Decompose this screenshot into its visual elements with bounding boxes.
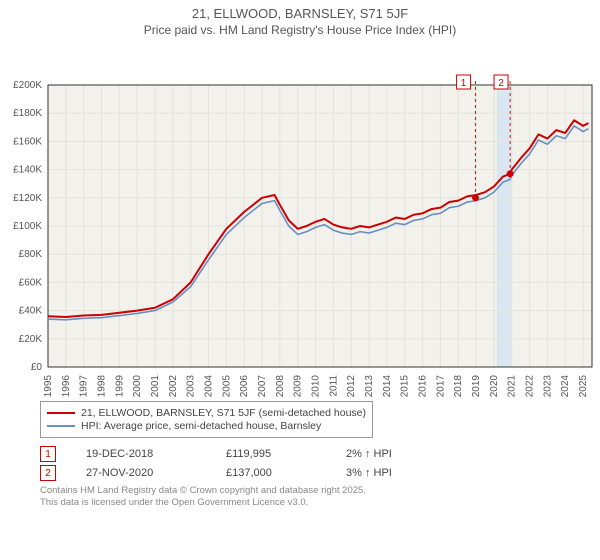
svg-text:2021: 2021 — [507, 375, 518, 397]
legend-row: HPI: Average price, semi-detached house,… — [47, 420, 366, 432]
svg-text:2025: 2025 — [578, 375, 589, 397]
svg-text:1999: 1999 — [114, 375, 125, 397]
sale-diff: 2% ↑ HPI — [346, 448, 436, 460]
svg-text:1: 1 — [461, 78, 467, 89]
svg-text:2000: 2000 — [132, 375, 143, 397]
svg-text:2: 2 — [498, 78, 504, 89]
svg-text:2016: 2016 — [418, 375, 429, 397]
title-line2: Price paid vs. HM Land Registry's House … — [0, 23, 600, 37]
svg-text:2001: 2001 — [150, 375, 161, 397]
sale-date: 19-DEC-2018 — [86, 448, 196, 460]
svg-text:1997: 1997 — [79, 375, 90, 397]
svg-text:2011: 2011 — [328, 375, 339, 397]
svg-text:2012: 2012 — [346, 375, 357, 397]
attribution-line1: Contains HM Land Registry data © Crown c… — [40, 485, 590, 497]
svg-text:2019: 2019 — [471, 375, 482, 397]
sale-date: 27-NOV-2020 — [86, 467, 196, 479]
legend-label: HPI: Average price, semi-detached house,… — [81, 420, 321, 432]
svg-text:£100K: £100K — [13, 221, 42, 232]
svg-text:2024: 2024 — [560, 375, 571, 397]
svg-text:1996: 1996 — [61, 375, 72, 397]
svg-text:£120K: £120K — [13, 193, 42, 204]
svg-text:2022: 2022 — [525, 375, 536, 397]
svg-text:2014: 2014 — [382, 375, 393, 397]
attribution-line2: This data is licensed under the Open Gov… — [40, 497, 590, 509]
svg-text:£200K: £200K — [13, 80, 42, 91]
attribution: Contains HM Land Registry data © Crown c… — [40, 485, 590, 510]
svg-text:2004: 2004 — [204, 375, 215, 397]
svg-text:2010: 2010 — [311, 375, 322, 397]
svg-text:1998: 1998 — [97, 375, 108, 397]
legend-row: 21, ELLWOOD, BARNSLEY, S71 5JF (semi-det… — [47, 407, 366, 419]
svg-text:2017: 2017 — [435, 375, 446, 397]
sale-price: £137,000 — [226, 467, 316, 479]
sale-price: £119,995 — [226, 448, 316, 460]
sale-row: 1 19-DEC-2018 £119,995 2% ↑ HPI — [40, 446, 590, 462]
legend: 21, ELLWOOD, BARNSLEY, S71 5JF (semi-det… — [40, 401, 373, 438]
line-chart: £0 £20K £40K £60K £80K £100K £120K £140K £160K £1… — [0, 37, 600, 397]
sales-table: 1 19-DEC-2018 £119,995 2% ↑ HPI 2 27-NOV… — [40, 446, 590, 481]
sale-marker-icon: 2 — [40, 465, 56, 481]
legend-swatch — [47, 425, 75, 427]
sale-marker-icon: 1 — [40, 446, 56, 462]
svg-text:2006: 2006 — [239, 375, 250, 397]
svg-text:£0: £0 — [31, 362, 43, 373]
sale-diff: 3% ↑ HPI — [346, 467, 436, 479]
chart-container: 21, ELLWOOD, BARNSLEY, S71 5JF Price pai… — [0, 0, 600, 510]
svg-text:2023: 2023 — [542, 375, 553, 397]
svg-text:£140K: £140K — [13, 165, 42, 176]
title-line1: 21, ELLWOOD, BARNSLEY, S71 5JF — [0, 6, 600, 21]
svg-text:2020: 2020 — [489, 375, 500, 397]
svg-text:£160K: £160K — [13, 136, 42, 147]
chart-titles: 21, ELLWOOD, BARNSLEY, S71 5JF Price pai… — [0, 0, 600, 37]
svg-text:£180K: £180K — [13, 108, 42, 119]
svg-text:2003: 2003 — [186, 375, 197, 397]
svg-text:2009: 2009 — [293, 375, 304, 397]
legend-label: 21, ELLWOOD, BARNSLEY, S71 5JF (semi-det… — [81, 407, 366, 419]
sale-row: 2 27-NOV-2020 £137,000 3% ↑ HPI — [40, 465, 590, 481]
svg-text:1995: 1995 — [43, 375, 54, 397]
svg-text:2007: 2007 — [257, 375, 268, 397]
svg-text:2013: 2013 — [364, 375, 375, 397]
svg-text:2018: 2018 — [453, 375, 464, 397]
svg-text:2005: 2005 — [221, 375, 232, 397]
svg-text:£40K: £40K — [19, 306, 43, 317]
legend-swatch — [47, 412, 75, 414]
svg-text:2002: 2002 — [168, 375, 179, 397]
svg-text:2015: 2015 — [400, 375, 411, 397]
svg-text:2008: 2008 — [275, 375, 286, 397]
svg-text:£80K: £80K — [19, 249, 43, 260]
svg-text:£20K: £20K — [19, 334, 43, 345]
svg-text:£60K: £60K — [19, 277, 43, 288]
